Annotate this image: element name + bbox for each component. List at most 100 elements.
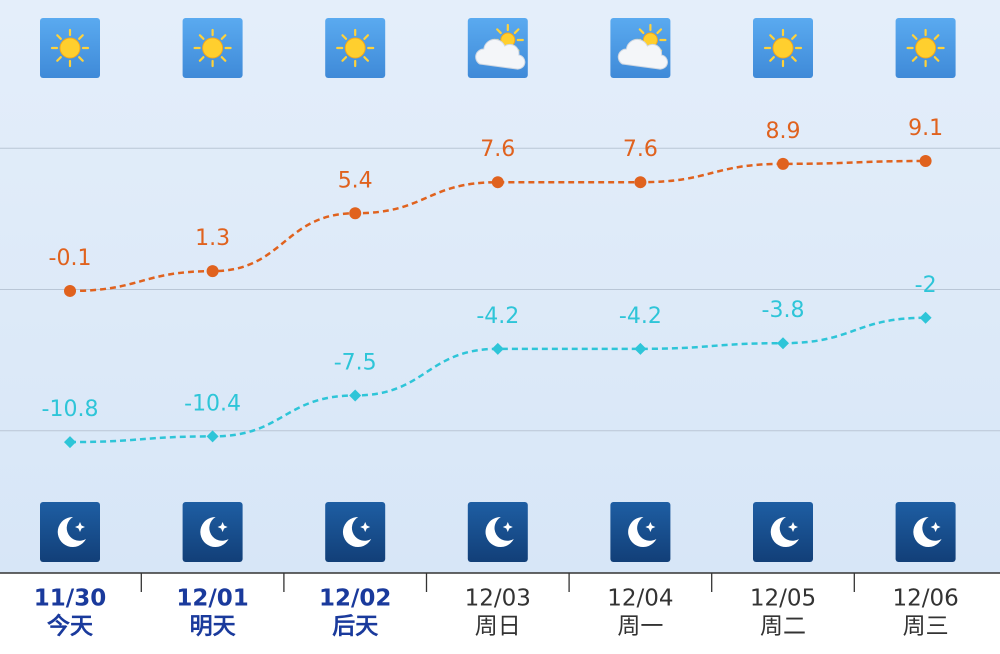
sun-ray — [220, 56, 227, 62]
sun — [772, 37, 794, 59]
star — [645, 522, 656, 532]
icon-bg — [40, 502, 100, 562]
star — [360, 522, 371, 532]
sun-ray — [198, 56, 205, 62]
point — [64, 436, 76, 449]
x-tick-label: 12/04 — [607, 586, 673, 612]
value-label: 9.1 — [908, 116, 943, 141]
point — [206, 430, 219, 443]
sun — [59, 37, 81, 59]
value-label: -7.5 — [334, 350, 377, 375]
sun-ray — [220, 34, 227, 40]
point — [64, 284, 76, 297]
weather-icon — [610, 18, 671, 78]
night-icon — [467, 502, 528, 562]
sun — [202, 37, 224, 59]
cloud — [617, 38, 668, 70]
day-label: 周日 — [475, 614, 521, 640]
value-label: -3.8 — [762, 298, 805, 323]
point — [634, 176, 647, 189]
day-label: 周三 — [903, 614, 949, 640]
day-label: 周二 — [760, 614, 806, 640]
sun-ray — [341, 34, 348, 40]
axis-background — [0, 573, 1000, 654]
weather-icon — [753, 18, 813, 78]
value-label: 7.6 — [623, 137, 658, 162]
sun-ray — [791, 56, 797, 62]
value-label: -0.1 — [49, 246, 92, 271]
star — [217, 522, 228, 532]
moon — [770, 516, 799, 547]
star — [788, 522, 798, 532]
point — [349, 389, 362, 402]
moon — [200, 516, 229, 547]
day-label: 明天 — [190, 614, 237, 640]
sun-ray — [198, 34, 205, 40]
star — [930, 522, 941, 532]
plot-background — [0, 0, 1000, 573]
icon-bg — [325, 502, 386, 562]
sun-ray — [769, 34, 775, 40]
point — [777, 337, 789, 350]
weather-icon — [325, 18, 386, 78]
star — [75, 522, 85, 532]
value-label: -4.2 — [619, 304, 662, 329]
night-icon — [610, 502, 671, 562]
sun-ray — [769, 56, 775, 62]
sun-ray — [56, 56, 62, 62]
moon — [57, 516, 86, 547]
sun-ray — [56, 34, 62, 40]
sun-ray — [363, 56, 370, 62]
value-label: -4.2 — [476, 304, 519, 329]
sun-ray — [791, 34, 797, 40]
star — [502, 522, 513, 532]
icon-bg — [182, 502, 243, 562]
night-icon — [182, 502, 243, 562]
x-tick-label: 12/02 — [319, 586, 391, 612]
x-tick-label: 12/06 — [892, 586, 958, 612]
point — [919, 311, 932, 324]
icon-bg — [895, 502, 956, 562]
sun-ray — [341, 56, 348, 62]
night-icon — [325, 502, 386, 562]
sun-ray — [656, 28, 663, 35]
icon-bg — [467, 502, 528, 562]
moon — [628, 516, 657, 547]
weather-icon — [182, 18, 243, 78]
night-icon — [40, 502, 100, 562]
value-label: -10.8 — [42, 397, 99, 422]
point — [491, 176, 504, 189]
day-label: 周一 — [617, 614, 663, 640]
night-icon — [753, 502, 813, 562]
sun-ray — [933, 56, 940, 62]
weather-icon — [895, 18, 956, 78]
cloud — [475, 38, 526, 70]
x-tick-label: 12/03 — [465, 586, 531, 612]
value-label: -2 — [915, 273, 937, 298]
day-label: 今天 — [47, 613, 94, 640]
sun-ray — [363, 34, 370, 40]
sun — [915, 37, 937, 59]
value-label: 8.9 — [766, 119, 801, 144]
sun-ray — [78, 34, 84, 40]
day-label: 后天 — [332, 614, 379, 640]
sun-ray — [496, 28, 502, 35]
sun — [344, 37, 366, 59]
point — [206, 265, 219, 278]
x-tick-label: 12/05 — [750, 586, 816, 612]
point — [634, 342, 647, 355]
weather-icon — [40, 18, 100, 78]
moon — [485, 516, 514, 547]
night-icon — [895, 502, 956, 562]
sun-ray — [911, 34, 918, 40]
value-label: 5.4 — [338, 168, 373, 193]
moon — [913, 516, 942, 547]
moon — [342, 516, 372, 547]
point — [349, 207, 362, 220]
icon-bg — [753, 502, 813, 562]
value-label: 1.3 — [195, 226, 230, 251]
x-tick-label: 12/01 — [176, 586, 248, 612]
weather-icon — [467, 18, 528, 78]
